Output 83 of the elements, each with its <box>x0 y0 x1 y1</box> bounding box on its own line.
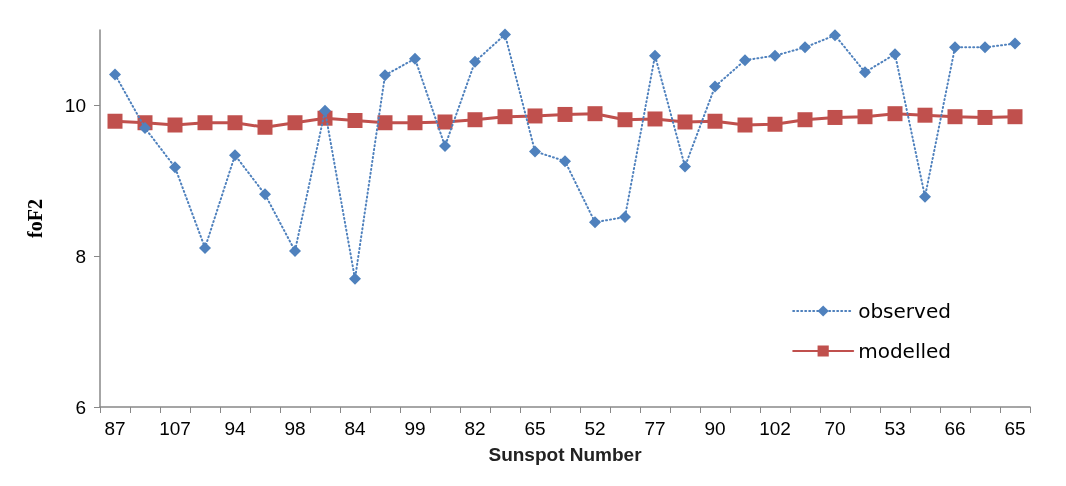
x-tick-label: 70 <box>824 418 846 439</box>
point <box>529 145 541 158</box>
point <box>799 41 811 54</box>
point <box>437 114 453 130</box>
point <box>797 112 813 128</box>
x-tick-label: 98 <box>284 418 306 439</box>
x-tick-label: 87 <box>104 418 126 439</box>
point <box>439 140 451 153</box>
point <box>109 68 121 81</box>
point <box>377 115 393 131</box>
point <box>857 109 873 125</box>
x-tick-label: 99 <box>404 418 426 439</box>
point <box>917 107 933 123</box>
point <box>167 117 183 133</box>
point <box>347 112 363 128</box>
point <box>859 66 871 79</box>
x-tick-label: 65 <box>1004 418 1026 439</box>
x-tick-label: 94 <box>224 418 246 439</box>
x-tick-label: 53 <box>884 418 906 439</box>
point <box>739 54 751 67</box>
point <box>949 41 961 54</box>
point <box>289 244 301 257</box>
y-tick-label: 10 <box>64 94 86 116</box>
point <box>197 115 213 131</box>
point <box>829 29 841 42</box>
point <box>199 241 211 254</box>
x-tick-label: 66 <box>944 418 966 439</box>
x-tick-label: 90 <box>704 418 726 439</box>
x-tick-label: 77 <box>644 418 666 439</box>
point <box>677 114 693 130</box>
x-tick-label: 65 <box>524 418 546 439</box>
x-axis-title: Sunspot Number <box>488 444 643 465</box>
point <box>409 52 421 65</box>
point <box>919 190 931 203</box>
point <box>587 106 603 122</box>
point <box>737 117 753 133</box>
point <box>619 210 631 223</box>
point <box>379 69 391 82</box>
point <box>947 109 963 125</box>
point <box>499 28 511 41</box>
point <box>319 104 331 117</box>
legend-label: modelled <box>858 339 952 363</box>
point <box>647 111 663 127</box>
point <box>557 106 573 122</box>
point <box>977 109 993 125</box>
point <box>527 108 543 124</box>
x-tick-label: 52 <box>584 418 606 439</box>
point <box>889 48 901 61</box>
x-tick-label: 82 <box>464 418 486 439</box>
point <box>707 113 723 129</box>
x-tick-label: 84 <box>344 418 366 439</box>
x-tick-label: 102 <box>759 418 791 439</box>
point <box>617 112 633 128</box>
point <box>287 115 303 131</box>
point <box>169 161 181 174</box>
point <box>497 109 513 125</box>
point <box>407 115 423 131</box>
point <box>1009 37 1021 50</box>
point <box>229 149 241 162</box>
point <box>679 160 691 173</box>
point <box>467 112 483 128</box>
point <box>709 80 721 93</box>
y-axis-title: foF2 <box>24 199 46 238</box>
point <box>769 49 781 62</box>
legend-label: observed <box>858 299 951 323</box>
point <box>259 188 271 201</box>
point <box>139 122 151 135</box>
point <box>589 216 601 229</box>
point <box>649 49 661 62</box>
point <box>1007 109 1023 125</box>
y-tick-label: 6 <box>75 396 86 418</box>
point <box>559 155 571 168</box>
x-tick-label: 107 <box>159 418 191 439</box>
point <box>767 116 783 132</box>
point <box>227 115 243 131</box>
point <box>469 55 481 68</box>
point <box>979 41 991 54</box>
y-tick-label: 8 <box>75 245 86 267</box>
point <box>349 272 361 285</box>
point <box>257 119 273 135</box>
point <box>827 109 843 125</box>
point <box>107 113 123 129</box>
point <box>887 106 903 122</box>
